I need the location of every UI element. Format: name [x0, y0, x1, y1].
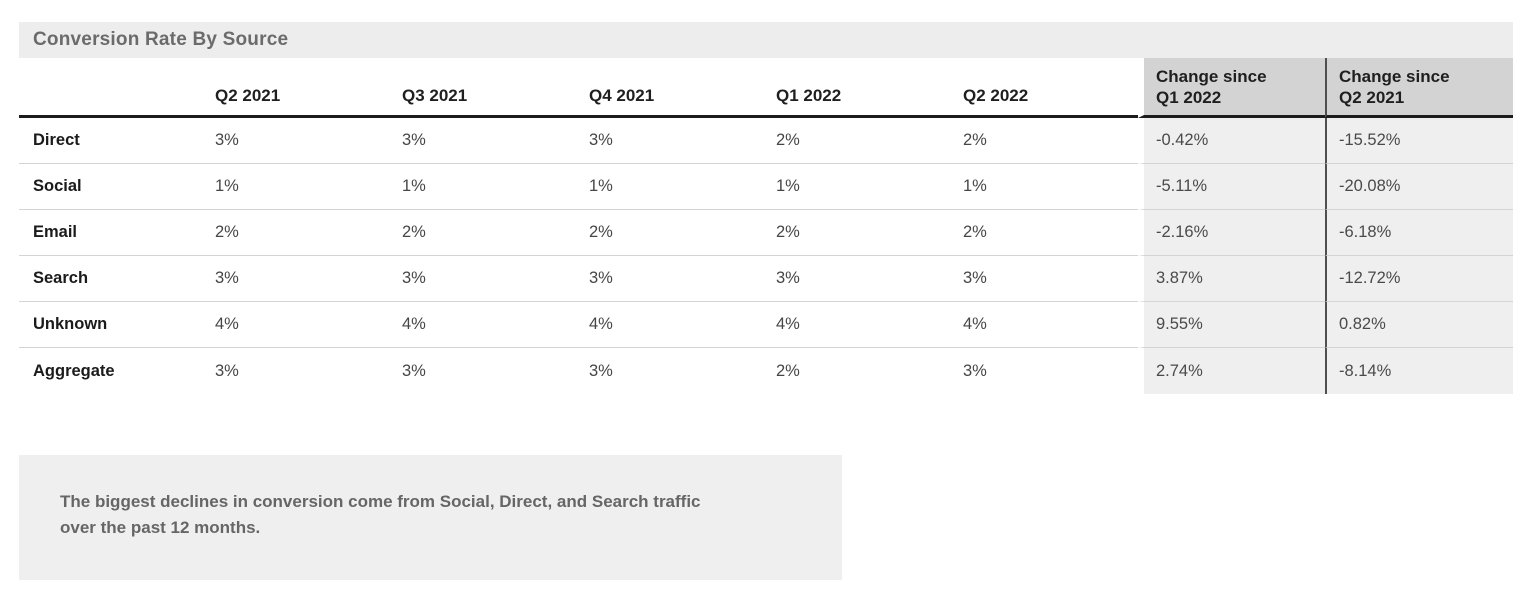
cell: 2% — [951, 210, 1138, 256]
cell-change: -8.14% — [1325, 348, 1513, 394]
cell: 1% — [203, 164, 390, 210]
column-header-change-since-q1-2022: Change since Q1 2022 — [1138, 58, 1325, 118]
column-header-q2-2022: Q2 2022 — [951, 58, 1138, 118]
cell: 3% — [577, 118, 764, 164]
change-header-line1: Change since — [1339, 67, 1450, 86]
change-header-line1: Change since — [1156, 67, 1267, 86]
cell-change: 0.82% — [1325, 302, 1513, 348]
column-header-change-since-q2-2021: Change since Q2 2021 — [1325, 58, 1513, 118]
table-row-search: Search 3% 3% 3% 3% 3% 3.87% -12.72% — [19, 256, 1513, 302]
cell: 3% — [390, 256, 577, 302]
cell-change: -12.72% — [1325, 256, 1513, 302]
report-page: Conversion Rate By Source Q2 2021 Q3 202… — [19, 22, 1513, 580]
table-row-social: Social 1% 1% 1% 1% 1% -5.11% -20.08% — [19, 164, 1513, 210]
change-header-line2: Q2 2021 — [1339, 88, 1405, 107]
cell-change: -20.08% — [1325, 164, 1513, 210]
cell: 3% — [589, 361, 613, 380]
cell-change: -15.52% — [1325, 118, 1513, 164]
cell: 2% — [764, 210, 951, 256]
cell: 3% — [963, 361, 987, 380]
row-label: Email — [19, 210, 203, 256]
cell-change: -2.16% — [1138, 210, 1325, 256]
table-title-bar: Conversion Rate By Source — [19, 22, 1513, 58]
cell: 2% — [951, 118, 1138, 164]
row-label: Search — [19, 256, 203, 302]
cell: 4% — [203, 302, 390, 348]
column-header-q1-2022: Q1 2022 — [764, 58, 951, 118]
cell: 2% — [203, 210, 390, 256]
cell: 4% — [951, 302, 1138, 348]
cell: 2% — [776, 361, 800, 380]
table-row-direct: Direct 3% 3% 3% 2% 2% -0.42% -15.52% — [19, 118, 1513, 164]
cell: 3% — [577, 256, 764, 302]
conversion-rate-table: Q2 2021 Q3 2021 Q4 2021 Q1 2022 Q2 2022 … — [19, 58, 1513, 394]
cell: 4% — [577, 302, 764, 348]
header-row: Q2 2021 Q3 2021 Q4 2021 Q1 2022 Q2 2022 … — [19, 58, 1513, 118]
cell-change: 9.55% — [1138, 302, 1325, 348]
column-header-q4-2021: Q4 2021 — [577, 58, 764, 118]
cell: 3% — [390, 118, 577, 164]
cell-change: 2.74% — [1138, 348, 1325, 394]
cell: 3% — [203, 118, 390, 164]
cell-change: 3.87% — [1138, 256, 1325, 302]
row-label: Unknown — [19, 302, 203, 348]
cell: 2% — [390, 210, 577, 256]
row-label: Social — [19, 164, 203, 210]
cell: 4% — [764, 302, 951, 348]
cell: 1% — [951, 164, 1138, 210]
row-label: Aggregate — [33, 361, 115, 380]
cell: 3% — [764, 256, 951, 302]
insight-note: The biggest declines in conversion come … — [19, 455, 842, 580]
cell: 3% — [215, 361, 239, 380]
row-label: Direct — [19, 118, 203, 164]
table-row-email: Email 2% 2% 2% 2% 2% -2.16% -6.18% — [19, 210, 1513, 256]
cell: 2% — [577, 210, 764, 256]
cell-change: -0.42% — [1138, 118, 1325, 164]
cell: 1% — [764, 164, 951, 210]
column-header-q2-2021: Q2 2021 — [203, 58, 390, 118]
table-title: Conversion Rate By Source — [33, 29, 289, 50]
cell: 2% — [764, 118, 951, 164]
cell-change: -6.18% — [1325, 210, 1513, 256]
change-header-line2: Q1 2022 — [1156, 88, 1222, 107]
table-row-aggregate: Aggregate 3% 3% 3% 2% 3% 2.74% -8.14% — [19, 348, 1513, 394]
column-header-q3-2021: Q3 2021 — [390, 58, 577, 118]
cell: 1% — [390, 164, 577, 210]
cell: 3% — [951, 256, 1138, 302]
insight-note-line1: The biggest declines in conversion come … — [60, 492, 701, 511]
table-row-unknown: Unknown 4% 4% 4% 4% 4% 9.55% 0.82% — [19, 302, 1513, 348]
cell-change: -5.11% — [1138, 164, 1325, 210]
cell: 1% — [577, 164, 764, 210]
cell: 3% — [203, 256, 390, 302]
cell: 4% — [390, 302, 577, 348]
column-header-source — [19, 58, 203, 118]
cell: 3% — [402, 361, 426, 380]
insight-note-line2: over the past 12 months. — [60, 518, 261, 537]
